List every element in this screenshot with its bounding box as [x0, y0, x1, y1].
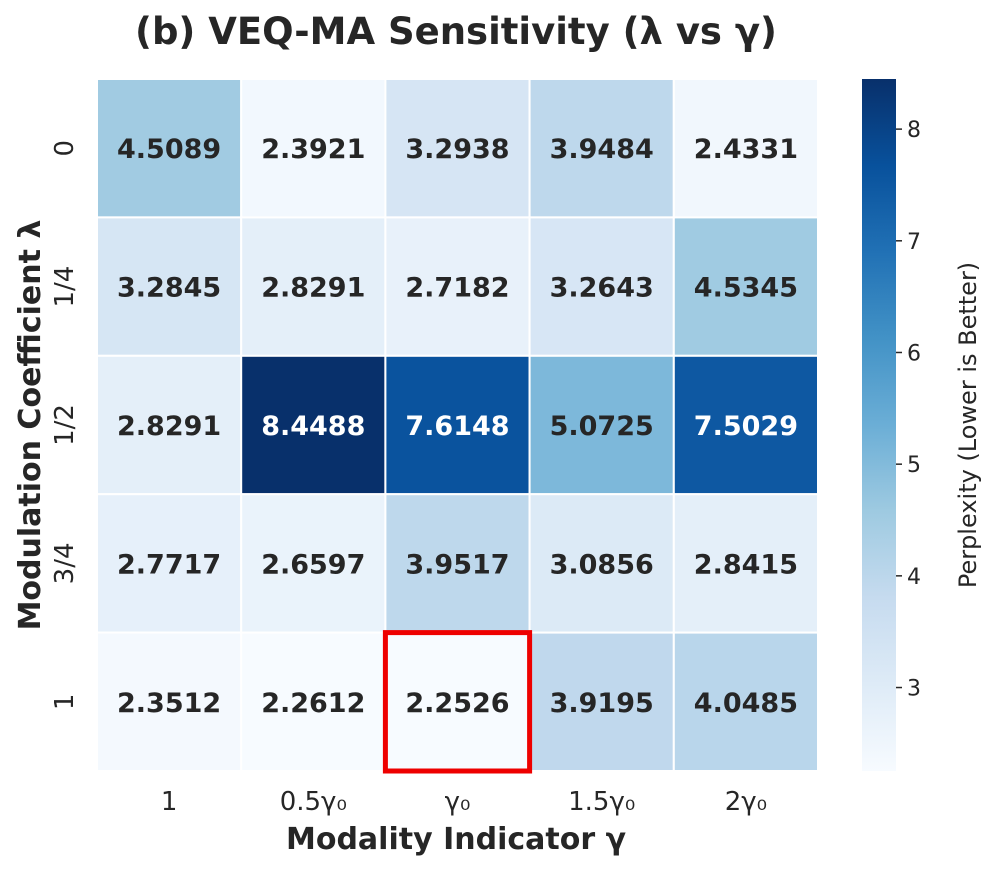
y-tick-labels: 0 1/4 1/2 3/4 1 — [50, 140, 80, 710]
y-tick-label: 1/2 — [50, 404, 80, 446]
colorbar — [862, 79, 896, 771]
heatmap-cell — [672, 354, 819, 496]
colorbar-label: Perplexity (Lower is Better) — [954, 262, 982, 588]
cell-value-label: 2.6597 — [261, 549, 365, 580]
heatmap-cell — [528, 78, 675, 219]
y-tick-label: 1/4 — [50, 266, 80, 308]
x-tick-label: 0.5γ₀ — [280, 787, 347, 817]
y-tick-label: 1 — [50, 694, 80, 711]
heatmap-cell — [672, 493, 819, 634]
heatmap-cell — [672, 216, 819, 357]
cell-value-label: 2.3921 — [261, 134, 365, 165]
x-tick-label: γ₀ — [445, 787, 471, 817]
x-axis-label: Modality Indicator γ — [286, 822, 626, 857]
cell-value-label: 7.5029 — [694, 411, 798, 442]
heatmap-cell — [240, 631, 387, 772]
cell-value-label: 8.4488 — [261, 411, 365, 442]
cell-value-label: 2.8415 — [694, 549, 798, 580]
heatmap-cell — [96, 216, 243, 357]
x-tick-label: 1.5γ₀ — [568, 787, 635, 817]
heatmap-cell — [528, 493, 675, 634]
cell-value-label: 2.8291 — [261, 273, 365, 304]
heatmap-cell — [240, 493, 387, 634]
colorbar-tick-label: 5 — [907, 453, 921, 478]
cell-value-label: 2.7717 — [117, 549, 221, 580]
heatmap-cell — [384, 631, 531, 772]
cell-value-label: 3.2643 — [550, 273, 654, 304]
chart-title: (b) VEQ-MA Sensitivity (λ vs γ) — [135, 10, 777, 53]
highlight-box — [382, 630, 533, 774]
heatmap-cell — [240, 78, 387, 219]
heatmap-cell — [240, 354, 387, 496]
cell-value-label: 3.9195 — [550, 688, 654, 719]
cell-value-label: 2.3512 — [117, 688, 221, 719]
y-tick-label: 3/4 — [50, 542, 80, 584]
cell-value-label: 3.9517 — [405, 549, 509, 580]
cell-value-label: 2.4331 — [694, 134, 798, 165]
colorbar-tick-label: 3 — [907, 677, 921, 702]
colorbar-tick-label: 4 — [907, 565, 921, 590]
cell-value-label: 3.0856 — [550, 549, 654, 580]
cell-value-label: 2.2612 — [261, 688, 365, 719]
heatmap-cells — [96, 78, 819, 772]
cell-value-label: 2.8291 — [117, 411, 221, 442]
cell-value-label: 3.2845 — [117, 273, 221, 304]
heatmap-cell — [384, 216, 531, 357]
heatmap-cell — [384, 493, 531, 634]
cell-value-label: 2.7182 — [405, 273, 509, 304]
colorbar-tick-label: 8 — [907, 118, 921, 143]
heatmap-cell — [672, 631, 819, 772]
heatmap-cell — [384, 78, 531, 219]
x-tick-label: 2γ₀ — [725, 787, 767, 817]
cell-value-label: 4.5345 — [694, 273, 798, 304]
heatmap-cell — [528, 354, 675, 496]
x-tick-labels: 1 0.5γ₀ γ₀ 1.5γ₀ 2γ₀ — [161, 787, 767, 817]
y-tick-label: 0 — [50, 140, 80, 157]
colorbar-ticks: 3 4 5 6 7 8 — [896, 118, 921, 702]
heatmap-cell — [96, 493, 243, 634]
colorbar-tick-label: 7 — [907, 230, 921, 255]
x-tick-label: 1 — [161, 787, 178, 817]
cell-value-label: 4.5089 — [117, 134, 221, 165]
cell-value-label: 7.6148 — [405, 411, 509, 442]
heatmap-cell — [96, 631, 243, 772]
cell-value-label: 5.0725 — [550, 411, 654, 442]
cell-value-label: 3.9484 — [550, 134, 654, 165]
cell-value-label: 3.2938 — [405, 134, 509, 165]
cell-value-label: 4.0485 — [694, 688, 798, 719]
y-axis-label: Modulation Coefficient λ — [13, 220, 48, 631]
colorbar-tick-label: 6 — [907, 341, 921, 366]
cell-value-label: 2.2526 — [405, 688, 509, 719]
heatmap-cell-labels: 4.5089 2.3921 3.2938 3.9484 2.4331 3.2845 2.82… — [117, 134, 798, 719]
heatmap-cell — [96, 78, 243, 219]
